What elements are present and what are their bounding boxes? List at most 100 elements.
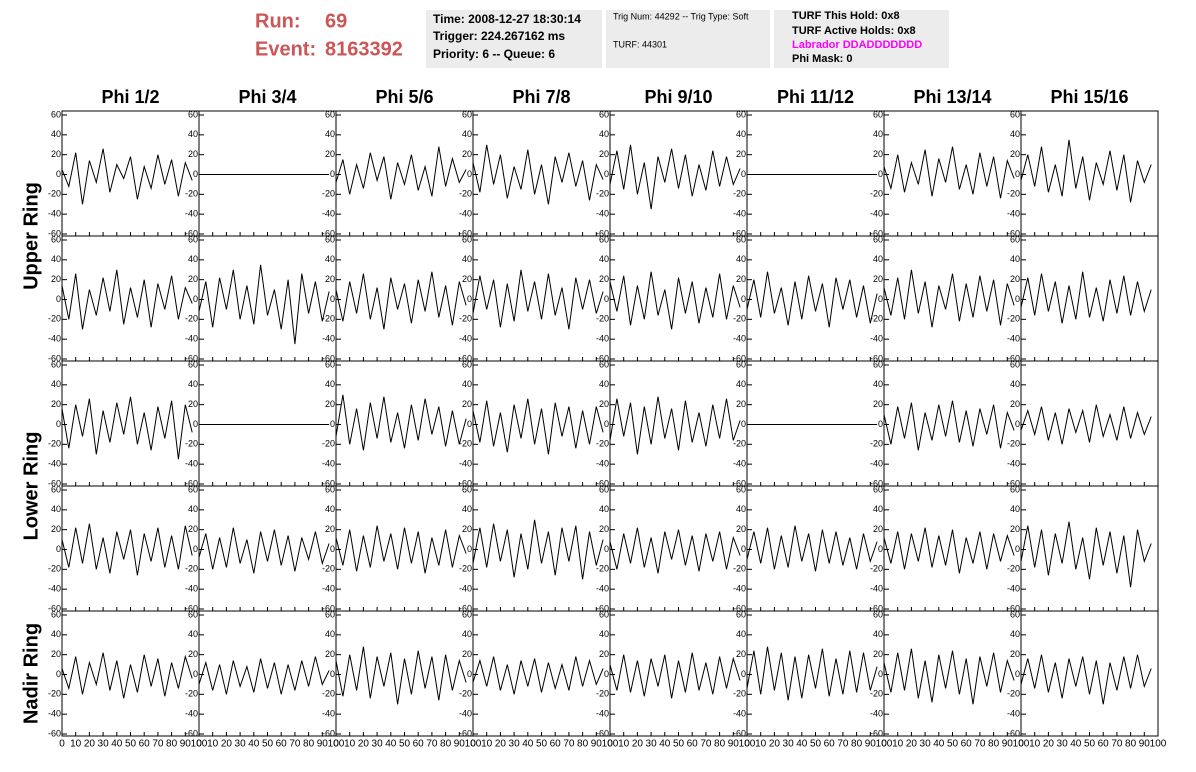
x-tick-label: 90 <box>865 739 877 750</box>
y-tick-label: -40 <box>1007 709 1020 719</box>
y-tick-label: 60 <box>1010 234 1020 244</box>
y-tick-label: 0 <box>1015 169 1020 179</box>
x-tick-label: 100 <box>602 739 619 750</box>
y-tick-label: -20 <box>1007 689 1020 699</box>
y-tick-label: 20 <box>873 524 883 534</box>
panel-frame <box>198 110 337 237</box>
y-tick-label: 0 <box>741 294 746 304</box>
y-tick-label: 0 <box>878 294 883 304</box>
y-tick-label: 60 <box>325 359 335 369</box>
x-tick-label: 20 <box>1043 739 1055 750</box>
x-tick-label: 80 <box>714 739 726 750</box>
x-tick-label: 60 <box>413 739 425 750</box>
y-tick-label: -60 <box>48 228 61 238</box>
y-tick-label: 60 <box>873 609 883 619</box>
y-tick-label: -40 <box>870 709 883 719</box>
y-tick-label: -60 <box>322 478 335 488</box>
x-tick-label: 70 <box>563 739 575 750</box>
waveform <box>609 527 741 574</box>
y-tick-label: 20 <box>873 649 883 659</box>
x-tick-label: 0 <box>881 739 887 750</box>
y-tick-label: -40 <box>48 334 61 344</box>
y-tick-label: -20 <box>48 439 61 449</box>
x-tick-label: 90 <box>1139 739 1151 750</box>
y-tick-label: 40 <box>873 379 883 389</box>
info-box <box>774 10 949 68</box>
x-tick-label: 10 <box>892 739 904 750</box>
panel-frame <box>746 610 885 737</box>
waveform <box>472 144 604 205</box>
panel-frame <box>472 610 611 737</box>
y-tick-label: 40 <box>1010 629 1020 639</box>
y-tick-label: -20 <box>322 564 335 574</box>
info-text: Priority: 6 -- Queue: 6 <box>433 47 555 61</box>
y-tick-label: -20 <box>733 314 746 324</box>
y-tick-label: -40 <box>185 209 198 219</box>
x-tick-label: 20 <box>221 739 233 750</box>
y-tick-label: -20 <box>596 689 609 699</box>
y-tick-label: -40 <box>596 709 609 719</box>
y-tick-label: -40 <box>733 209 746 219</box>
y-tick-label: -60 <box>870 228 883 238</box>
panel-frame <box>883 610 1022 737</box>
waveform <box>472 398 604 455</box>
y-tick-label: -20 <box>870 689 883 699</box>
y-tick-label: 0 <box>878 169 883 179</box>
y-tick-label: 20 <box>462 149 472 159</box>
y-tick-label: -40 <box>870 209 883 219</box>
x-tick-label: 100 <box>1150 739 1167 750</box>
info-box <box>606 10 770 68</box>
y-tick-label: 60 <box>736 234 746 244</box>
y-tick-label: -60 <box>1007 228 1020 238</box>
y-tick-label: 20 <box>51 274 61 284</box>
y-tick-label: -60 <box>185 478 198 488</box>
x-tick-label: 0 <box>333 739 339 750</box>
y-tick-label: -60 <box>322 228 335 238</box>
y-tick-label: 60 <box>599 609 609 619</box>
y-tick-label: -20 <box>322 689 335 699</box>
x-tick-label: 10 <box>618 739 630 750</box>
x-tick-label: 100 <box>1013 739 1030 750</box>
y-tick-label: -40 <box>48 209 61 219</box>
y-tick-label: 60 <box>1010 609 1020 619</box>
y-tick-label: -20 <box>185 689 198 699</box>
y-tick-label: 60 <box>188 109 198 119</box>
y-tick-label: 0 <box>193 669 198 679</box>
x-tick-label: 100 <box>876 739 893 750</box>
x-tick-label: 60 <box>276 739 288 750</box>
waveform <box>472 656 604 695</box>
column-title: Phi 15/16 <box>1050 87 1128 107</box>
y-tick-label: -20 <box>733 689 746 699</box>
y-tick-label: 60 <box>599 109 609 119</box>
y-tick-label: 40 <box>325 129 335 139</box>
waveform <box>61 396 193 460</box>
waveform <box>335 271 467 330</box>
y-tick-label: -20 <box>1007 439 1020 449</box>
y-tick-label: 40 <box>325 379 335 389</box>
y-tick-label: 40 <box>51 629 61 639</box>
y-tick-label: 20 <box>188 274 198 284</box>
y-tick-label: -60 <box>322 603 335 613</box>
y-tick-label: 60 <box>873 359 883 369</box>
waveform <box>61 269 193 330</box>
column-title: Phi 1/2 <box>101 87 159 107</box>
y-tick-label: -60 <box>185 353 198 363</box>
y-tick-label: 40 <box>51 379 61 389</box>
y-tick-label: 40 <box>1010 254 1020 264</box>
x-tick-label: 90 <box>591 739 603 750</box>
x-tick-label: 30 <box>1057 739 1069 750</box>
panel-frame <box>335 235 474 362</box>
x-tick-label: 20 <box>358 739 370 750</box>
y-tick-label: 20 <box>736 149 746 159</box>
y-tick-label: 60 <box>736 109 746 119</box>
x-tick-label: 40 <box>796 739 808 750</box>
panel-frame <box>61 610 200 737</box>
panel-frame <box>609 360 748 487</box>
x-tick-label: 60 <box>139 739 151 750</box>
y-tick-label: 40 <box>325 629 335 639</box>
y-tick-label: 40 <box>51 129 61 139</box>
waveform <box>335 146 467 200</box>
y-tick-label: 40 <box>599 504 609 514</box>
y-tick-label: 0 <box>330 544 335 554</box>
y-tick-label: 20 <box>736 524 746 534</box>
